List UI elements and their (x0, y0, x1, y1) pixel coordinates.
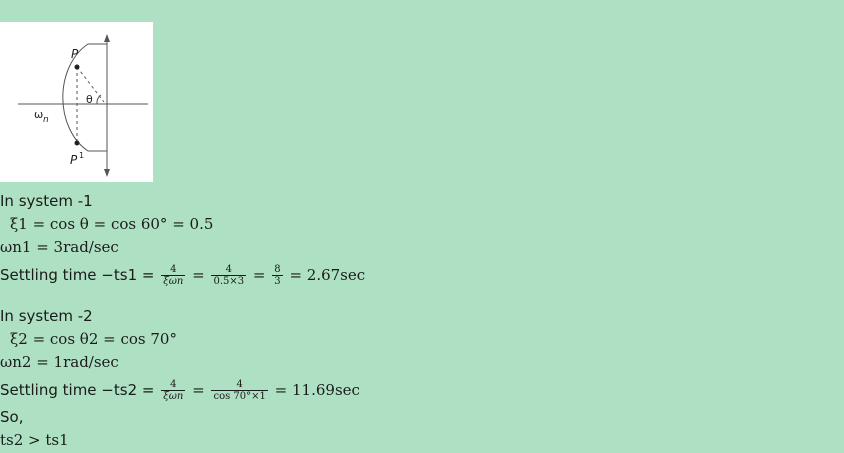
system1-xi-line: ξ1 = cos θ = cos 60° = 0.5 (10, 215, 214, 233)
system2-settling-prefix: Settling time −ts2 = (0, 381, 155, 399)
label-p: P (71, 47, 79, 61)
system2-frac2: 4 cos 70°×1 (211, 379, 268, 402)
label-theta: θ (86, 93, 93, 106)
system1-frac1: 4 ξωn (161, 264, 186, 287)
label-p1: P (70, 153, 78, 167)
pole-p (74, 64, 80, 70)
system2-heading: In system -2 (0, 307, 93, 325)
axis-arrow-down-icon (104, 169, 110, 177)
label-omega: ω (34, 108, 43, 121)
pole-diagram-svg: P P 1 θ ω n (18, 34, 148, 177)
label-p1-sup: 1 (79, 151, 84, 160)
conclusion-so: So, (0, 408, 24, 426)
system1-frac2: 4 0.5×3 (211, 264, 247, 287)
system2-xi-line: ξ2 = cos θ2 = cos 70° (10, 330, 177, 348)
system1-result: = 2.67sec (289, 266, 366, 284)
system2-settling-line: Settling time −ts2 = 4 ξωn = 4 cos 70°×1 =… (0, 379, 360, 402)
label-omega-sub: n (43, 115, 49, 125)
system2-omega-line: ωn2 = 1rad/sec (0, 353, 119, 371)
pole-p1 (74, 140, 80, 146)
system1-omega-line: ωn1 = 3rad/sec (0, 238, 119, 256)
theta-arc (96, 94, 102, 105)
system1-settling-prefix: Settling time −ts1 = (0, 266, 155, 284)
system2-result: = 11.69sec (274, 381, 360, 399)
solution-text: In system -1 ξ1 = cos θ = cos 60° = 0.5 … (0, 190, 844, 452)
system2-frac1: 4 ξωn (161, 379, 186, 402)
axis-arrow-up-icon (104, 34, 110, 42)
pole-diagram: P P 1 θ ω n (0, 22, 153, 182)
system1-heading: In system -1 (0, 192, 93, 210)
conclusion-final: ts2 > ts1 (0, 431, 69, 449)
